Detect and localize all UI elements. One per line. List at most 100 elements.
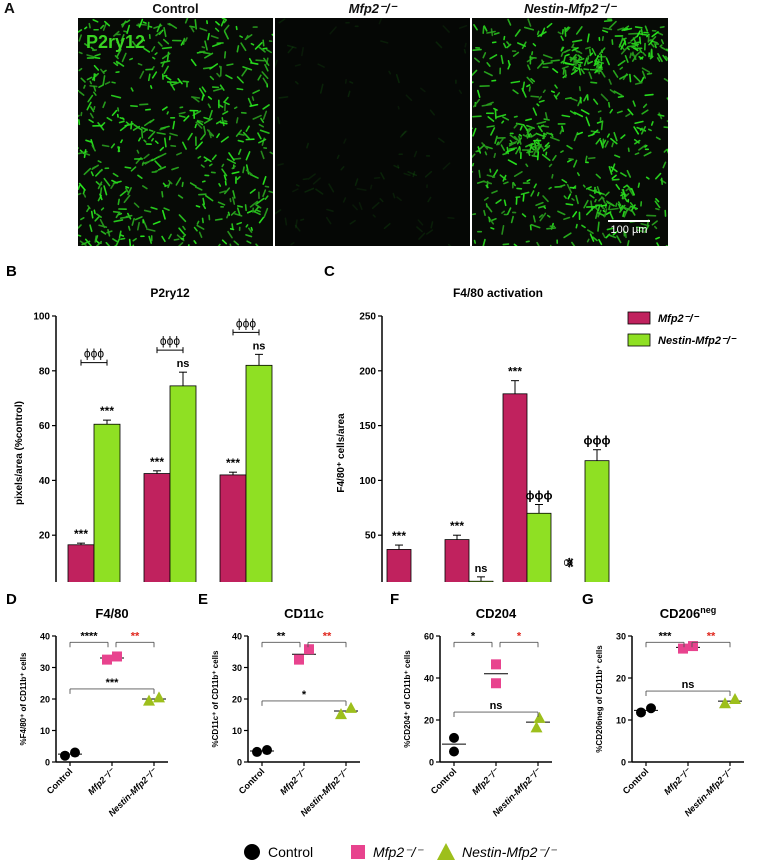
significance-label: ** (323, 630, 332, 642)
microglia-speck (80, 77, 86, 83)
microglia-speck (93, 209, 96, 215)
microglia-speck (590, 81, 598, 84)
microglia-speck (257, 74, 262, 81)
data-point-mfp2 (491, 678, 501, 689)
microglia-speck (627, 45, 635, 48)
microglia-speck (326, 208, 334, 212)
data-point-nestin (530, 721, 543, 733)
microglia-speck (236, 207, 241, 216)
microglia-speck (472, 153, 476, 158)
microglia-speck (565, 203, 574, 206)
microglia-speck (167, 181, 171, 189)
microglia-speck (183, 115, 190, 122)
microglia-speck (200, 133, 206, 141)
microglia-speck (541, 59, 544, 65)
legend-label-mfp2: Mfp2⁻/⁻ (373, 844, 424, 860)
microglia-speck (589, 48, 592, 55)
microglia-speck (495, 199, 502, 204)
data-point-mfp2 (102, 654, 112, 665)
microglia-speck (525, 142, 534, 148)
microglia-speck (567, 193, 572, 200)
microglia-speck (430, 221, 434, 229)
microglia-speck (583, 199, 589, 209)
data-point-mfp2 (112, 651, 122, 662)
microglia-speck (187, 244, 190, 246)
microglia-speck (113, 219, 124, 223)
microglia-speck (209, 63, 219, 70)
microglia-speck (586, 33, 590, 43)
microglia-speck (150, 206, 158, 210)
microglia-speck (217, 103, 224, 108)
microglia-speck (154, 52, 158, 56)
microglia-speck (155, 30, 163, 37)
microglia-speck (596, 211, 606, 217)
microglia-speck (240, 42, 247, 52)
microglia-speck (121, 52, 127, 63)
microglia-speck (562, 55, 567, 65)
microglia-speck (182, 37, 186, 45)
microglia-speck (115, 238, 121, 246)
microglia-speck (269, 151, 273, 155)
microglia-speck (125, 214, 133, 218)
microglia-speck (119, 125, 128, 132)
microglia-speck (611, 163, 616, 172)
microglia-speck (542, 54, 553, 59)
microglia-speck (485, 145, 493, 150)
microglia-speck (538, 95, 543, 100)
data-point-nestin (335, 708, 347, 720)
microglia-speck (624, 197, 628, 203)
microglia-speck (474, 57, 480, 63)
microglia-speck (181, 181, 184, 188)
microglia-speck (156, 23, 162, 33)
microglia-speck (606, 133, 611, 138)
microglia-speck (472, 48, 482, 51)
microglia-speck (554, 84, 558, 89)
microglia-speck (275, 209, 282, 215)
microglia-speck (666, 120, 668, 123)
microglia-speck (182, 225, 186, 231)
x-tick-label: Mfp2⁻/⁻ (86, 765, 117, 796)
microglia-speck (583, 68, 590, 71)
microglia-speck (633, 50, 642, 58)
microglia-speck (193, 226, 198, 232)
microglia-speck (654, 225, 658, 230)
microglia-speck (658, 54, 661, 59)
microglia-speck (110, 143, 116, 149)
microglia-speck (510, 80, 521, 84)
microglia-speck (214, 27, 220, 32)
microglia-speck (622, 27, 629, 31)
microglia-speck (506, 207, 512, 216)
microglia-speck (388, 70, 392, 75)
microglia-speck (500, 54, 504, 65)
figure-legend: Control Mfp2⁻/⁻ Nestin-Mfp2⁻/⁻ (244, 843, 558, 860)
microglia-speck (620, 172, 627, 177)
microglia-speck (656, 57, 661, 62)
microglia-speck (641, 70, 647, 79)
microglia-speck (247, 97, 253, 107)
microglia-speck (512, 181, 516, 187)
microglia-speck (510, 215, 514, 224)
microglia-speck (340, 166, 345, 171)
microglia-speck (531, 143, 542, 148)
microglia-speck (509, 139, 513, 144)
microglia-speck (648, 128, 652, 132)
microglia-speck (608, 101, 611, 108)
microglia-speck (486, 30, 496, 34)
microglia-speck (649, 55, 654, 60)
data-point-mfp2 (678, 643, 688, 654)
microglia-speck (591, 129, 599, 136)
significance-label: ** (707, 630, 716, 642)
microglia-speck (147, 21, 150, 30)
microglia-speck (258, 216, 265, 224)
microglia-speck (163, 27, 167, 38)
microglia-speck (502, 243, 510, 246)
microglia-speck (525, 128, 531, 137)
microglia-speck (601, 232, 606, 239)
microglia-speck (275, 59, 278, 69)
image-title-mfp2: Mfp2⁻/⁻ (348, 1, 397, 16)
microglia-speck (654, 44, 657, 49)
microglia-speck (231, 165, 236, 170)
microglia-speck (235, 129, 243, 137)
microglia-speck (161, 235, 166, 243)
microglia-speck (217, 201, 226, 206)
